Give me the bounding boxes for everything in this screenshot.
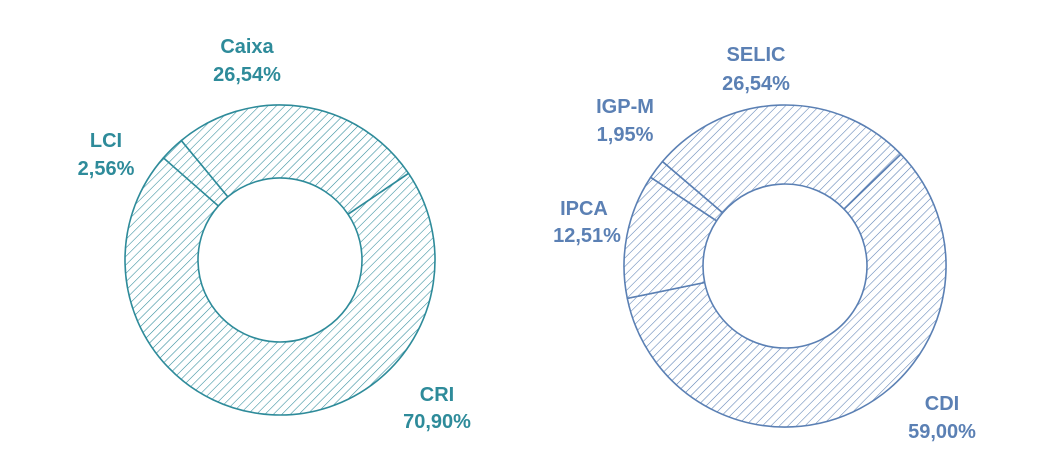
slice-label-igpm-value: 1,95% [597,124,654,146]
donut-slice-selic [661,104,902,214]
slice-label-ipca-value: 12,51% [553,225,621,247]
donut-chart-right: CDI 59,00% IPCA 12,51% IGP-M 1,95% SELIC… [553,44,976,443]
slice-label-selic-value: 26,54% [722,73,790,95]
donut-slice-cdi [626,153,947,428]
slice-label-cdi-name: CDI [925,393,959,415]
donut-slice-caixa [180,104,410,215]
donut-slices-right [623,104,947,428]
slice-label-caixa-value: 26,54% [213,64,281,86]
slice-label-lci-name: LCI [90,130,122,152]
slice-label-lci-value: 2,56% [78,158,135,180]
slice-label-cri-name: CRI [420,384,454,406]
slice-label-cdi-value: 59,00% [908,421,976,443]
donut-slice-cri [124,157,436,416]
donut-slices-left [124,104,436,416]
slice-label-cri-value: 70,90% [403,411,471,433]
donut-chart-left: CRI 70,90% LCI 2,56% Caixa 26,54% [78,36,471,433]
slice-label-igpm-name: IGP-M [596,96,654,118]
slice-label-ipca-name: IPCA [560,198,608,220]
slice-label-selic-name: SELIC [727,44,786,66]
slice-label-caixa-name: Caixa [220,36,274,58]
